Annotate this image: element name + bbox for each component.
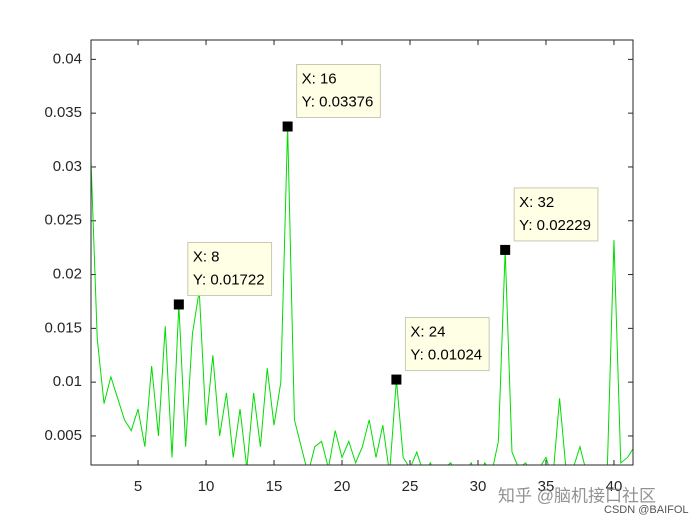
x-tick-label: 5 [134, 478, 142, 495]
data-tip-text: X: 8 [193, 248, 220, 265]
data-tip-text: Y: 0.01024 [410, 347, 482, 364]
x-tick-label: 10 [198, 478, 215, 495]
data-tip-text: Y: 0.01722 [193, 271, 265, 288]
y-tick-label: 0.025 [44, 212, 82, 229]
data [91, 126, 633, 465]
data-tip-text: Y: 0.02229 [519, 217, 591, 234]
y-tick-label: 0.04 [53, 50, 82, 67]
data-tip-box [404, 317, 490, 372]
data-tip-text: Y: 0.03376 [302, 93, 374, 110]
x-tick-label: 20 [334, 478, 351, 495]
y-tick-label: 0.01 [53, 373, 82, 390]
data-tips: X: 8 Y: 0.01722 X: 16 Y: 0.03376 X: 24 Y: 0.0… [173, 64, 599, 385]
data-tip-text: X: 16 [302, 70, 337, 87]
y-tick-label: 0.015 [44, 319, 82, 336]
ticks: 5 10 15 20 25 30 35 40 0.005 0.01 0.015 0.02 0.025 0.… [44, 40, 633, 495]
y-tick-label: 0.02 [53, 266, 82, 283]
x-tick-label: 15 [266, 478, 283, 495]
x-tick-label: 35 [538, 478, 555, 495]
data-tip-text: X: 24 [410, 324, 445, 341]
data-tip-marker [173, 299, 184, 310]
data-tip-text: X: 32 [519, 194, 554, 211]
y-tick-label: 0.005 [44, 427, 82, 444]
x-tick-label: 25 [402, 478, 419, 495]
data-tip-box [513, 187, 599, 242]
data-tip-marker [500, 244, 511, 255]
data-tip-box [187, 241, 273, 296]
data-tip-marker [282, 121, 293, 132]
x-tick-label: 30 [470, 478, 487, 495]
y-tick-label: 0.035 [44, 104, 82, 121]
watermark: 知乎 @脑机接口社区 [498, 486, 656, 505]
data-tip-box [296, 64, 381, 119]
watermark: CSDN @BAIFOL [604, 504, 689, 516]
x-tick-label: 40 [606, 478, 623, 495]
data-tip-marker [391, 374, 402, 385]
y-tick-label: 0.03 [53, 158, 82, 175]
axes-box [90, 39, 634, 466]
data-line [91, 126, 633, 465]
